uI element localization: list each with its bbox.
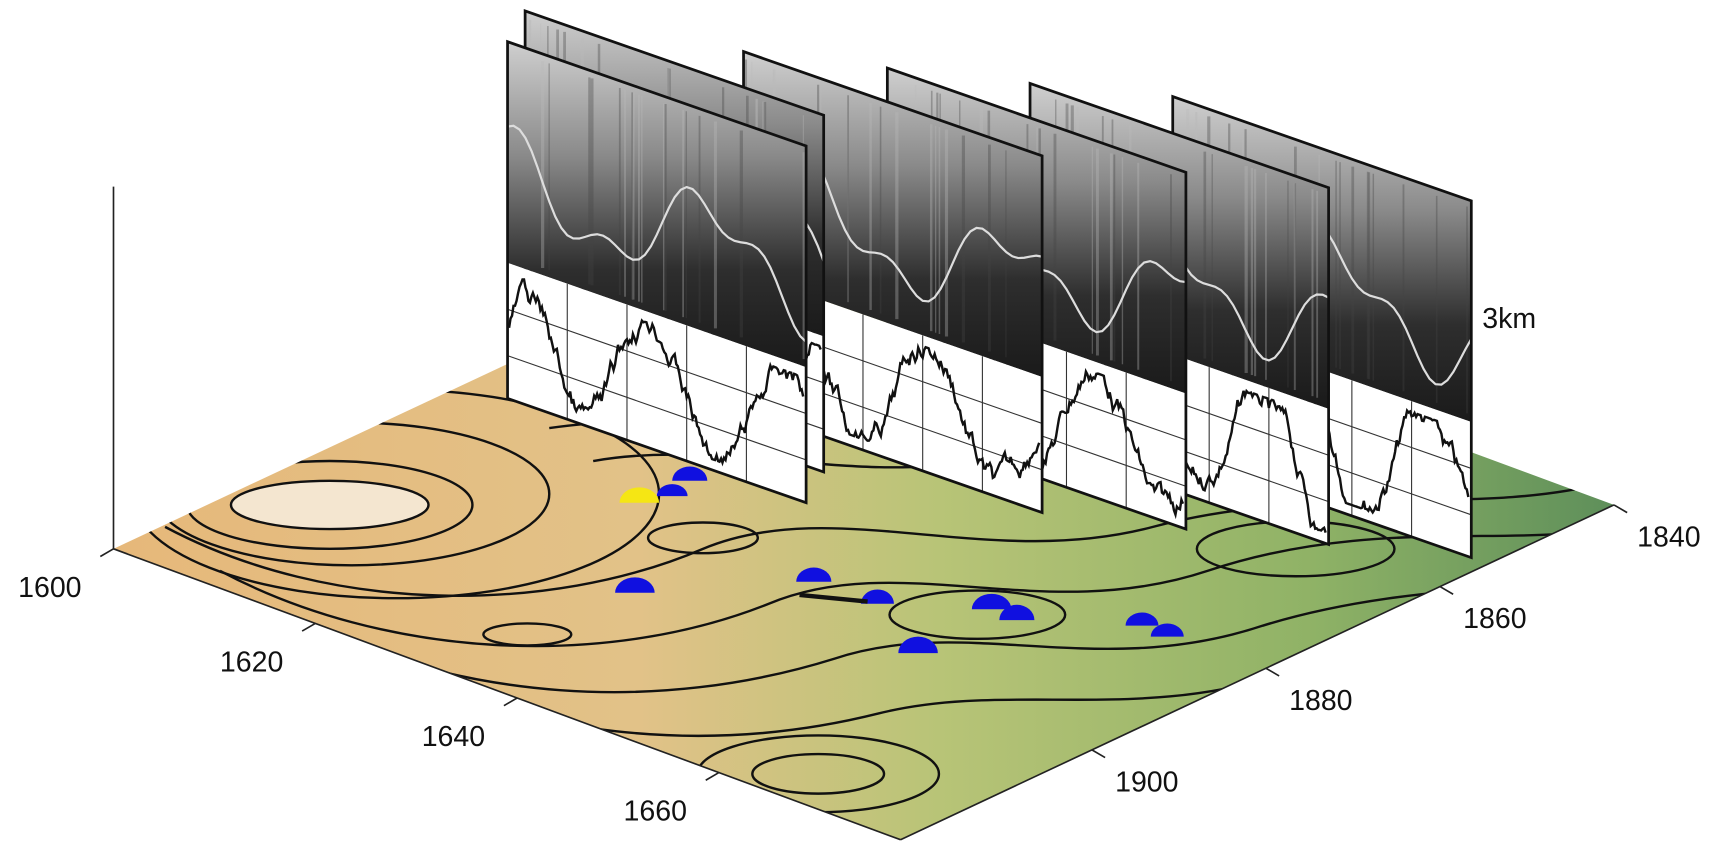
- x-tick-label: 1660: [624, 796, 687, 828]
- page: 16001620164016601840186018801900 3km (()…: [0, 0, 1722, 843]
- x-tick: [100, 549, 113, 557]
- x-tick-label: 1640: [422, 721, 485, 753]
- x-tick-label: 1620: [220, 647, 283, 679]
- y-tick-label: 1840: [1637, 521, 1700, 553]
- y-tick: [1440, 587, 1453, 595]
- y-tick-label: 1860: [1463, 603, 1526, 635]
- chart: 1600 1620 1640 1660 1840 1860 1880 1900 3km: [0, 0, 1722, 843]
- y-tick: [1266, 668, 1279, 676]
- contour: [231, 481, 429, 529]
- y-tick: [1092, 750, 1105, 758]
- y-tick-label: 1900: [1115, 766, 1178, 798]
- y-tick: [1614, 505, 1627, 513]
- x-tick-label: 1600: [18, 572, 81, 604]
- annotation: 3km: [1482, 303, 1536, 335]
- x-tick: [706, 773, 719, 781]
- y-tick-label: 1880: [1289, 685, 1352, 717]
- x-tick: [302, 623, 315, 631]
- x-tick: [504, 698, 517, 706]
